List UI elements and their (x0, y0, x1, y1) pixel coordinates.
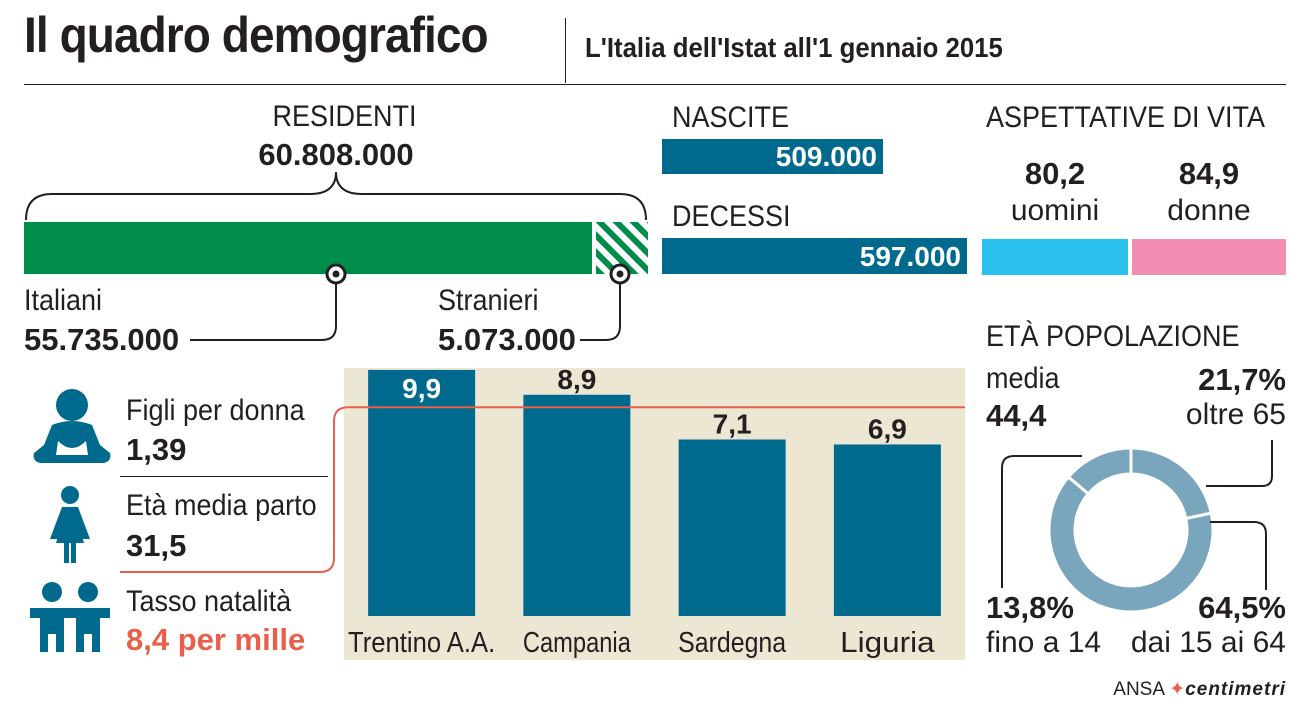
slice-label-oltre65: oltre 65 (1185, 398, 1286, 431)
italiani-bar (24, 222, 592, 274)
stranieri-leader (580, 274, 621, 341)
footer-credit: ANSA ✦centimetri (1113, 679, 1286, 700)
donne-label: donne (1167, 194, 1251, 227)
residenti-brace (25, 171, 647, 221)
donut-slice (1047, 474, 1215, 614)
figli-value: 1,39 (126, 432, 187, 467)
aspettative-label: ASPETTATIVE DI VITA (986, 101, 1266, 134)
slice-label-fino14: fino a 14 (986, 626, 1102, 659)
slice-value-oltre65: 21,7% (1198, 362, 1286, 397)
residenti-label: RESIDENTI (272, 100, 417, 133)
figli-divider (120, 476, 328, 477)
media-label: media (986, 362, 1060, 395)
region-value-label: 7,1 (713, 409, 752, 440)
region-category-label: Trentino A.A. (348, 627, 495, 659)
eta-popolazione-title: ETÀ POPOLAZIONE (986, 320, 1240, 353)
slice-leader-oltre65 (1206, 440, 1273, 487)
region-bar (678, 439, 786, 616)
stranieri-label: Stranieri (438, 284, 539, 317)
header-divider (565, 18, 566, 83)
region-value-label: 9,9 (402, 373, 441, 404)
italiani-label: Italiani (24, 284, 103, 317)
slice-value-dai15: 64,5% (1198, 590, 1286, 625)
residenti-total: 60.808.000 (258, 137, 414, 172)
woman-icon (50, 486, 90, 563)
italiani-leader (190, 274, 337, 341)
italiani-value: 55.735.000 (24, 322, 180, 357)
region-bar (833, 444, 941, 616)
donne-bar (1132, 239, 1286, 275)
page-title: Il quadro demografico (24, 7, 489, 63)
uomini-bar (982, 239, 1128, 275)
reference-line (120, 406, 965, 573)
uomini-label: uomini (1010, 194, 1100, 227)
decessi-bar: 597.000 (662, 238, 967, 274)
brand-centimetri: centimetri (1185, 679, 1286, 700)
tasso-value: 8,4 per mille (126, 622, 306, 657)
tasso-label: Tasso natalità (126, 585, 292, 618)
donne-value: 84,9 (1178, 156, 1240, 191)
slice-leader-fino14 (1001, 455, 1082, 588)
nascite-label: NASCITE (672, 101, 790, 134)
media-value: 44,4 (986, 398, 1047, 433)
header-rule (24, 84, 1286, 85)
region-value-label: 6,9 (868, 413, 907, 444)
donut-slice (1129, 446, 1214, 521)
donut-slice (1066, 446, 1133, 496)
region-category-label: Campania (523, 627, 632, 659)
uomini-value: 80,2 (1024, 156, 1086, 191)
region-bar (523, 394, 631, 616)
slice-leader-dai15 (1210, 521, 1267, 590)
slice-value-fino14: 13,8% (986, 590, 1074, 625)
eta-parto-label: Età media parto (126, 489, 317, 522)
figli-label: Figli per donna (126, 394, 305, 427)
decessi-label: DECESSI (672, 200, 791, 233)
stranieri-value: 5.073.000 (438, 322, 576, 357)
decessi-value: 597.000 (859, 241, 961, 272)
brand-ansa: ANSA (1113, 679, 1164, 700)
page-subtitle: L'Italia dell'Istat all'1 gennaio 2015 (585, 32, 1003, 63)
slice-label-dai15: dai 15 ai 64 (1130, 626, 1286, 659)
nascite-value: 509.000 (775, 141, 877, 172)
region-value-label: 8,9 (557, 364, 596, 395)
region-bar (368, 369, 476, 616)
baby-icon (33, 389, 111, 463)
nascite-bar: 509.000 (662, 139, 883, 174)
region-category-label: Sardegna (678, 627, 787, 659)
eta-parto-value: 31,5 (126, 528, 187, 563)
children-icon (30, 582, 110, 652)
region-category-label: Liguria (840, 627, 935, 659)
